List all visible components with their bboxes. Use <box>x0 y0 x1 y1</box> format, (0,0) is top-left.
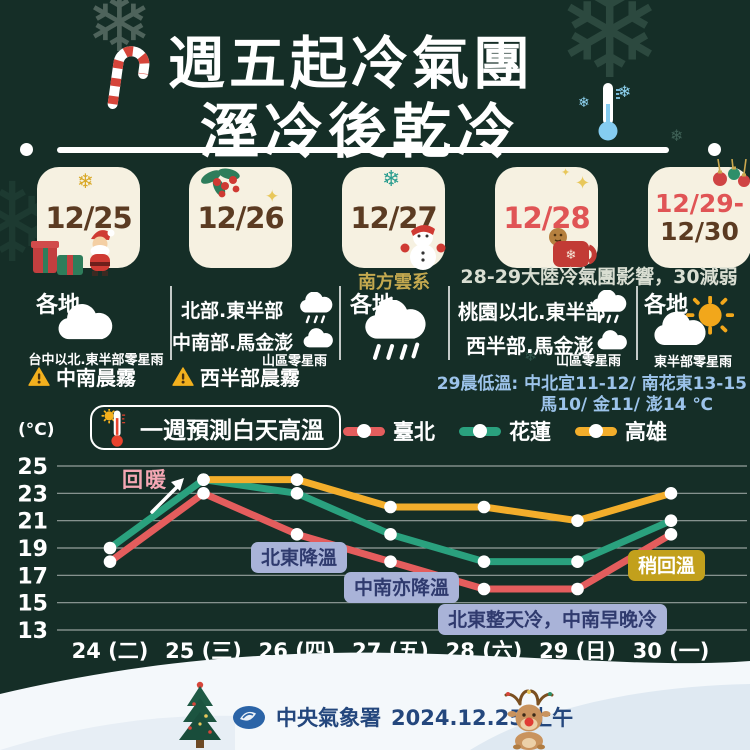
forecast-caption: 山區零星雨 <box>556 354 622 369</box>
legend-swatch <box>575 424 617 438</box>
thermometer-icon <box>598 83 620 141</box>
note-southern-clouds: 南方雲系 <box>358 272 430 293</box>
card-date: 12/25 <box>45 200 132 235</box>
thermometer-sun-icon <box>101 408 126 447</box>
legend-label: 花蓮 <box>509 420 551 444</box>
chart-title-box: 一週預測白天高溫 <box>90 405 341 450</box>
rain-cloud-icon <box>592 290 627 324</box>
column-divider <box>170 286 172 360</box>
rewarm-arrow-icon <box>150 478 184 514</box>
rain-cloud-icon <box>365 300 426 360</box>
fog-warning: 中南晨霧 <box>28 362 136 391</box>
card-date-start: 12/29- <box>654 189 745 218</box>
warning-label: 中南晨霧 <box>56 366 136 390</box>
page-title-line1: 週五起冷氣團 <box>168 31 534 97</box>
forecast-caption: 山區零星雨 <box>262 354 328 369</box>
snowflake-icon: ❄ <box>670 126 684 145</box>
warning-label: 西半部晨霧 <box>200 366 300 390</box>
cloud-icon <box>58 304 113 340</box>
svg-text:30 (一): 30 (一) <box>633 639 710 663</box>
sun-cloud-icon <box>654 296 734 345</box>
sparkle-icon: ✦ <box>561 166 571 179</box>
annotation-northeast-cooling: 北東降溫 <box>251 542 348 573</box>
forecast-caption: 台中以北.東半部零星雨 <box>28 353 164 368</box>
cloud-icon <box>597 330 627 350</box>
date-card-12-28: ✦ ✦ 12/28 ❄ <box>495 167 598 268</box>
footer: 中央氣象署 2024.12.25 上午 <box>232 702 573 732</box>
chart-title: 一週預測白天高溫 <box>140 417 324 444</box>
annotation-all-day-cold: 北東整天冷，中南早晚冷 <box>438 604 668 635</box>
cwa-logo-icon <box>233 705 265 729</box>
column-divider <box>339 286 341 360</box>
warning-icon <box>28 366 50 386</box>
card-date: 12/26 <box>197 200 284 235</box>
svg-text:21: 21 <box>17 510 48 535</box>
legend-label: 臺北 <box>393 420 435 444</box>
date-card-12-27: ❄ 12/27 <box>342 167 446 270</box>
card-date-end: 12/30 <box>660 216 739 246</box>
annotation-central-south-cooling: 中南亦降溫 <box>344 572 460 603</box>
svg-text:17: 17 <box>17 564 48 589</box>
snowflake-icon: ❄ <box>578 95 590 111</box>
snowflake-icon: ❄ <box>556 0 664 108</box>
morning-low-line2: 馬10/ 金11/ 澎14 ℃ <box>540 395 713 416</box>
candy-cane-icon <box>107 46 150 110</box>
annotation-rewarm: 回暖 <box>122 468 168 492</box>
gold-snowflake-icon: ❄ <box>77 169 94 193</box>
snowflake-icon: ❄ <box>524 346 538 365</box>
note-cold-airmass: 28-29大陸冷氣團影響，30減弱 <box>460 266 738 288</box>
fog-warning: 西半部晨霧 <box>172 362 300 391</box>
morning-low-note: 29晨低溫: 中北宜11-12/ 南花東13-15 馬10/ 金11/ 澎14 … <box>415 374 747 417</box>
svg-text:25: 25 <box>17 455 48 480</box>
teal-snowflake-icon: ❄ <box>382 167 401 192</box>
svg-text:24 (二): 24 (二) <box>72 639 149 663</box>
chart-legend: 臺北 花蓮 高雄 <box>343 416 667 446</box>
svg-text:15: 15 <box>17 592 48 617</box>
page-title-line2: 溼冷後乾冷 <box>200 97 521 166</box>
column-divider <box>448 286 450 360</box>
legend-swatch <box>459 424 501 438</box>
reindeer-icon <box>504 689 554 750</box>
svg-text:13: 13 <box>17 619 48 644</box>
svg-text:23: 23 <box>17 482 48 507</box>
snow-ground <box>0 652 750 750</box>
region-label: 中南部.馬金澎 <box>172 332 294 354</box>
rain-cloud-icon <box>300 292 333 324</box>
agency-name: 中央氣象署 <box>276 706 381 730</box>
date-card-12-29-30: 12/29- 12/30 <box>648 159 750 268</box>
divider-dot <box>20 143 33 156</box>
svg-text:19: 19 <box>17 537 48 562</box>
annotation-slight-rewarm: 稍回溫 <box>628 550 706 581</box>
region-label: 北部.東半部 <box>181 300 284 322</box>
data-point-dots <box>103 473 678 596</box>
divider-dot <box>708 143 721 156</box>
date-card-12-25: ❄ 12/25 <box>31 167 140 276</box>
christmas-tree-icon <box>179 681 221 748</box>
sparkle-icon: ✦ <box>575 173 591 194</box>
column-divider <box>636 286 638 360</box>
cloud-icon <box>303 328 333 348</box>
legend-item-臺北: 臺北 <box>343 416 435 446</box>
region-label: 桃園以北.東半部 <box>458 300 606 324</box>
y-axis-unit: (°C) <box>18 420 55 440</box>
warning-icon <box>172 366 194 386</box>
legend-item-高雄: 高雄 <box>575 416 667 446</box>
morning-low-line1: 29晨低溫: 中北宜11-12/ 南花東13-15 <box>436 374 747 394</box>
forecast-caption: 東半部零星雨 <box>653 355 732 370</box>
legend-label: 高雄 <box>625 420 667 444</box>
date-card-12-26: ✦ 12/26 <box>189 167 292 268</box>
snowflake-icon: ❄ <box>618 82 632 101</box>
header-divider <box>57 147 669 153</box>
svg-text:❄: ❄ <box>566 248 577 263</box>
legend-swatch <box>343 424 385 438</box>
card-date: 12/27 <box>350 200 437 235</box>
legend-item-花蓮: 花蓮 <box>459 416 551 446</box>
card-date-range: 12/29- 12/30 <box>655 190 744 245</box>
card-date: 12/28 <box>503 200 590 235</box>
region-label: 西半部.馬金澎 <box>466 334 594 358</box>
issue-datetime: 2024.12.25 上午 <box>391 706 574 730</box>
